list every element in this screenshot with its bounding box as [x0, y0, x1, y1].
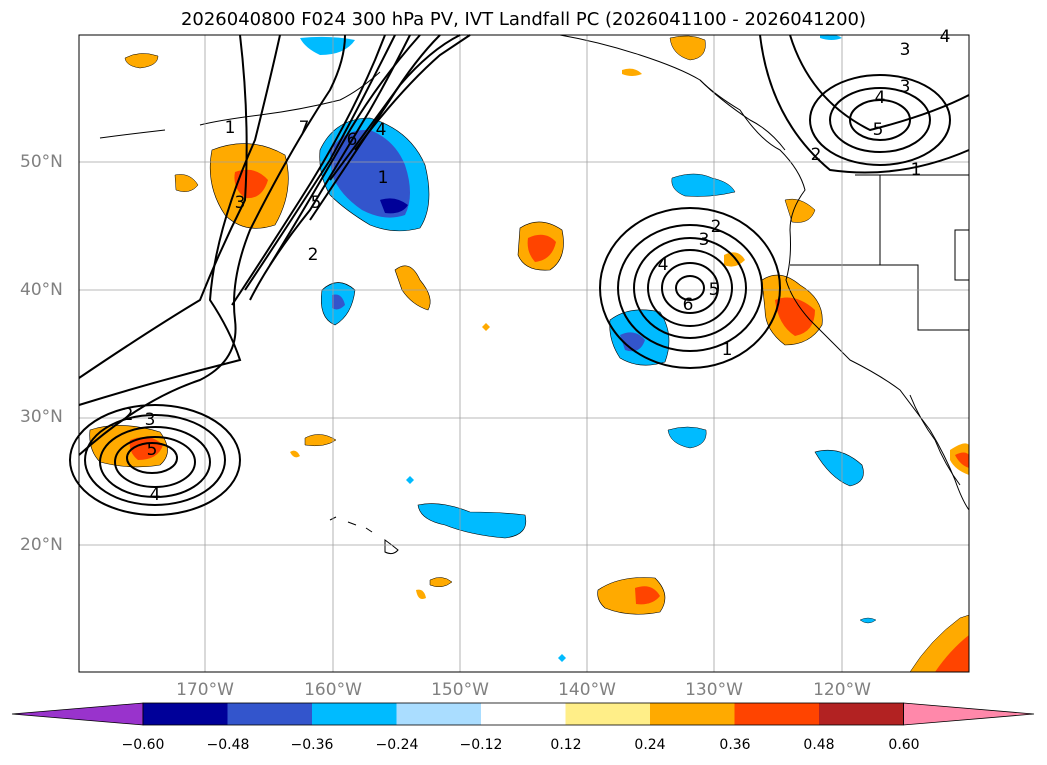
colorbar-segment: [143, 703, 228, 725]
colorbar-extend-low: [11, 702, 144, 726]
colorbar-tick-label: −0.48: [206, 737, 250, 753]
colorbar-tick-label: 0.24: [634, 737, 666, 753]
contour-label: 3: [145, 410, 156, 430]
contour-labels: 1 2 3 5 6 4 1 2 4 5 6 1 2 3 5 4 3 4 5 2 …: [123, 27, 951, 505]
contour-label: 1: [378, 168, 389, 188]
map-frame: [78, 34, 970, 673]
contour-label: 7: [299, 118, 310, 138]
lon-label-150w: 150°W: [431, 680, 489, 700]
contour-label: 1: [911, 160, 922, 180]
contour-label: 1: [225, 118, 236, 138]
colorbar-extend-high: [903, 702, 1035, 726]
contour-label: 3: [235, 193, 246, 213]
colorbar-border: [142, 702, 904, 726]
contour-label: 5: [873, 120, 884, 140]
contour-label: 1: [722, 340, 733, 360]
colorbar-segment: [650, 703, 735, 725]
contour-label: 4: [658, 255, 669, 275]
colorbar-tick-label: −0.36: [290, 737, 334, 753]
map-title: 2026040800 F024 300 hPa PV, IVT Landfall…: [180, 9, 867, 30]
contour-label: 3: [900, 40, 911, 60]
contour-label: 6: [683, 295, 694, 315]
lon-label-140w: 140°W: [558, 680, 616, 700]
contour-label: 4: [875, 88, 886, 108]
colorbar-tick-label: 0.60: [888, 737, 920, 753]
coastlines: [99, 34, 970, 555]
filled-anomalies: [89, 34, 970, 673]
gridlines: [79, 35, 969, 672]
contour-label: 6: [347, 130, 358, 150]
contour-label: 3: [900, 77, 911, 97]
colorbar-segment: [481, 703, 566, 725]
contour-label: 4: [376, 120, 387, 140]
colorbar-segment: [565, 703, 650, 725]
colorbar-tick-label: −0.12: [459, 737, 503, 753]
contour-label: 2: [123, 405, 134, 425]
contour-label: 2: [711, 217, 722, 237]
colorbar: [11, 702, 1035, 726]
lat-label-40n: 40°N: [20, 280, 63, 300]
colorbar-tick-label: 0.12: [550, 737, 582, 753]
lon-label-160w: 160°W: [304, 680, 362, 700]
colorbar-segment: [819, 703, 904, 725]
lon-label-120w: 120°W: [813, 680, 871, 700]
contour-label: 5: [311, 193, 322, 213]
contour-label: 2: [308, 245, 319, 265]
lon-label-170w: 170°W: [176, 680, 234, 700]
contour-label: 5: [147, 440, 158, 460]
contour-label: 4: [150, 485, 161, 505]
colorbar-segment: [734, 703, 819, 725]
colorbar-segment: [396, 703, 481, 725]
colorbar-tick-label: 0.48: [803, 737, 835, 753]
colorbar-segment: [227, 703, 312, 725]
colorbar-tick-label: −0.60: [121, 737, 165, 753]
lat-label-30n: 30°N: [20, 407, 63, 427]
colorbar-tick-label: 0.36: [719, 737, 751, 753]
lat-label-20n: 20°N: [20, 535, 63, 555]
colorbar-tick-label: −0.24: [375, 737, 419, 753]
colorbar-segment: [312, 703, 397, 725]
lon-label-130w: 130°W: [685, 680, 743, 700]
contour-label: 4: [940, 27, 951, 47]
pv-contours: [69, 34, 970, 516]
contour-label: 3: [699, 230, 710, 250]
contour-label: 2: [811, 145, 822, 165]
contour-label: 5: [709, 280, 720, 300]
lat-label-50n: 50°N: [20, 152, 63, 172]
map-panel: [79, 35, 969, 672]
